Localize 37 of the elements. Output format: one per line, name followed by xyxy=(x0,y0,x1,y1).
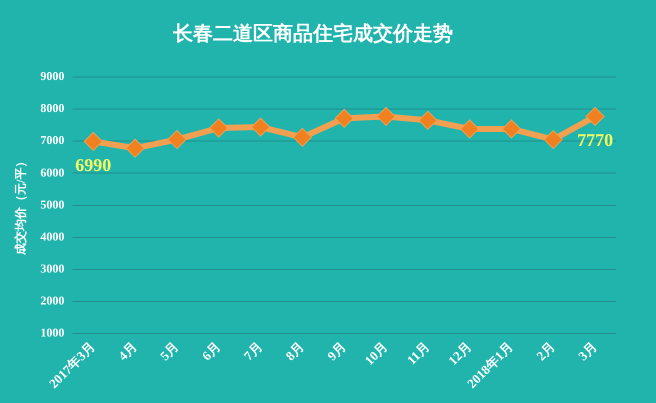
y-tick-label: 2000 xyxy=(40,294,64,308)
x-tick-label: 2月 xyxy=(533,339,558,364)
point xyxy=(84,132,103,151)
point xyxy=(251,118,270,137)
point xyxy=(334,108,354,128)
x-tick-label: 10月 xyxy=(362,339,391,368)
x-tick-label: 9月 xyxy=(324,339,349,364)
x-tick-label: 12月 xyxy=(445,339,474,368)
point xyxy=(209,118,228,138)
x-tick-label: 7月 xyxy=(240,339,266,364)
x-tick-label: 5月 xyxy=(157,339,182,364)
x-tick-label: 4月 xyxy=(115,339,140,364)
point xyxy=(376,106,396,126)
data-label: 7770 xyxy=(577,130,614,150)
y-axis-title: 成交均价（元/平） xyxy=(13,156,28,256)
y-tick-label: 9000 xyxy=(40,69,64,84)
point xyxy=(586,106,605,126)
x-tick-label: 3月 xyxy=(575,339,600,364)
point xyxy=(544,130,563,150)
y-tick-label: 3000 xyxy=(40,262,64,276)
point xyxy=(292,128,312,147)
point xyxy=(167,130,186,150)
point xyxy=(460,119,480,138)
x-tick-label: 8月 xyxy=(282,339,307,364)
y-tick-label: 6000 xyxy=(40,165,64,180)
y-tick-label: 7000 xyxy=(40,133,64,148)
y-tick-label: 1000 xyxy=(40,326,64,340)
x-tick-label: 6月 xyxy=(198,339,224,364)
y-tick-label: 4000 xyxy=(40,229,64,244)
point xyxy=(126,138,145,158)
chart-title: 长春二道区商品住宅成交价走势 xyxy=(172,22,453,46)
x-tick-label: 11月 xyxy=(404,339,432,368)
y-tick-label: 5000 xyxy=(40,197,64,212)
point xyxy=(418,110,438,130)
data-label: 6990 xyxy=(75,155,112,176)
y-tick-label: 8000 xyxy=(40,101,64,116)
point xyxy=(502,119,521,138)
